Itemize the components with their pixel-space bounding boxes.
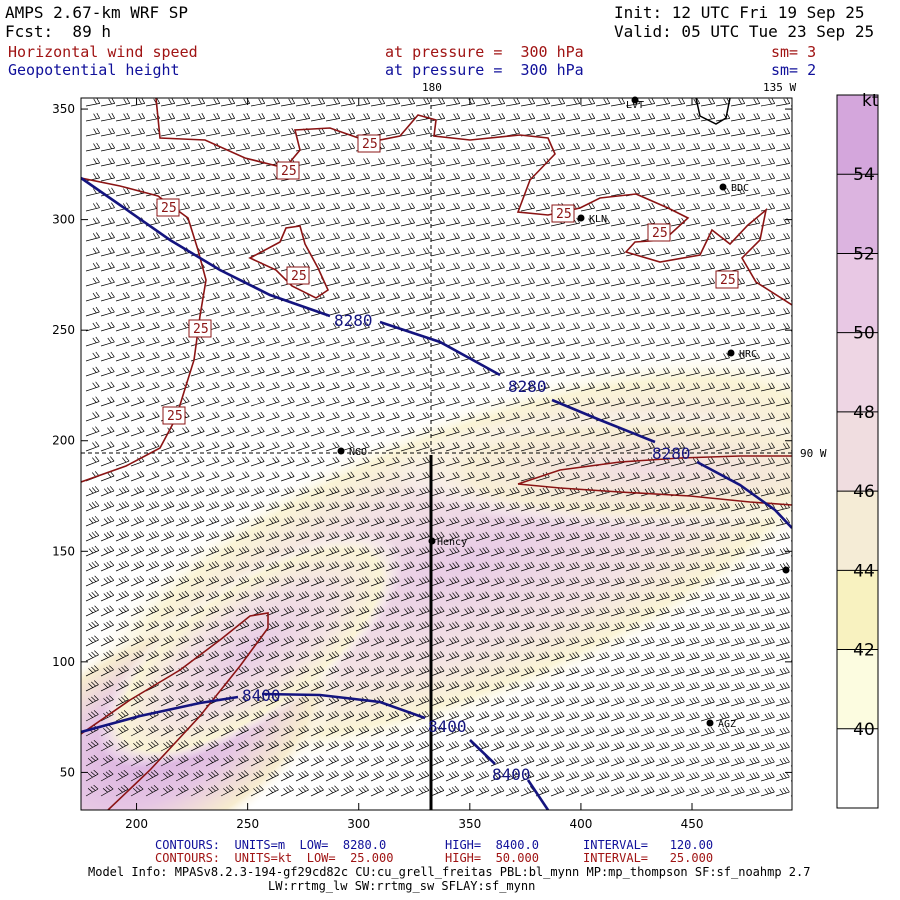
speed-label: 25 <box>167 409 183 424</box>
station-hrc: HRC <box>727 349 757 360</box>
footer-line1-mid: HIGH= 8400.0 <box>445 838 539 852</box>
colorbar-tick-label: 52 <box>853 244 875 264</box>
footer-line2-mid: HIGH= 50.000 <box>445 851 539 865</box>
speed-label: 25 <box>291 269 307 284</box>
plot-frame <box>80 97 793 811</box>
colorbar-tick-label: 50 <box>853 324 875 344</box>
station-kln: KLN <box>577 214 607 225</box>
field2-smoothing: sm= 2 <box>771 61 817 79</box>
colorbar-unit: kt <box>862 91 879 111</box>
field2-level: at pressure = 300 hPa <box>385 61 584 79</box>
colorbar-swatch <box>837 95 878 175</box>
model-title: AMPS 2.67-km WRF SP <box>5 3 189 22</box>
speed-label: 25 <box>556 207 572 222</box>
stations: LVT BDC KLN HRC NGO Hency AGZ <box>337 96 790 730</box>
station-edge <box>782 566 790 574</box>
x-tick-label: 450 <box>681 817 704 831</box>
colorbar: 40 42 44 46 48 50 52 54 <box>836 94 879 809</box>
init-time: Init: 12 UTC Fri 19 Sep 25 <box>614 3 865 22</box>
speed-label: 25 <box>193 322 209 337</box>
colorbar-swatch <box>837 570 878 650</box>
speed-label: 25 <box>161 201 177 216</box>
y-tick-label: 250 <box>52 323 75 337</box>
height-label: 8280 <box>334 311 373 330</box>
svg-text:NGO: NGO <box>349 447 367 458</box>
station-hency: Hency <box>428 537 467 548</box>
svg-text:KLN: KLN <box>589 214 607 225</box>
colorbar-swatch <box>837 728 878 808</box>
field1-name: Horizontal wind speed <box>8 43 198 61</box>
valid-time: Valid: 05 UTC Tue 23 Sep 25 <box>614 22 875 41</box>
colorbar-tick-label: 40 <box>853 720 875 740</box>
axes: 200 250 300 350 400 450 50 100 150 200 250 300 350 <box>52 98 792 831</box>
speed-label: 25 <box>652 226 668 241</box>
colorbar-tick-label: 42 <box>853 641 875 661</box>
coastline <box>695 98 731 125</box>
y-tick-label: 350 <box>52 102 75 116</box>
field1-level: at pressure = 300 hPa <box>385 43 584 61</box>
x-tick-label: 350 <box>458 817 481 831</box>
lon-label-180: 180 <box>422 81 442 94</box>
height-label: 8400 <box>492 765 531 784</box>
svg-text:LVT: LVT <box>626 100 644 111</box>
colorbar-swatch <box>837 411 878 492</box>
colorbar-tick-label: 48 <box>853 403 875 423</box>
x-tick-label: 200 <box>125 817 148 831</box>
svg-text:HRC: HRC <box>739 349 757 360</box>
wind-speed-shading <box>81 347 792 810</box>
svg-text:Hency: Hency <box>437 537 467 548</box>
footer-line2-left: CONTOURS: UNITS=kt LOW= 25.000 <box>155 851 394 865</box>
colorbar-tick-label: 46 <box>853 482 875 502</box>
colorbar-swatch <box>837 491 878 571</box>
x-tick-label: 250 <box>236 817 259 831</box>
y-tick-label: 150 <box>52 544 75 558</box>
colorbar-tick-label: 44 <box>853 561 875 581</box>
speed-label: 25 <box>362 137 378 152</box>
speed-label: 25 <box>720 273 736 288</box>
speed-label: 25 <box>281 164 297 179</box>
station-agz: AGZ <box>706 719 736 730</box>
lon-label-135w: 135 W <box>763 81 796 94</box>
height-label: 8280 <box>508 377 547 396</box>
x-tick-label: 400 <box>569 817 592 831</box>
colorbar-swatch <box>837 649 878 729</box>
wind-barb-field <box>85 98 792 797</box>
forecast-hour: Fcst: 89 h <box>5 22 111 41</box>
height-label: 8400 <box>242 686 281 705</box>
height-contour-labels: 8280 8280 8280 8400 8400 8400 <box>242 311 691 784</box>
field1-smoothing: sm= 3 <box>771 43 817 61</box>
y-tick-label: 100 <box>52 655 75 669</box>
colorbar-tick-label: 54 <box>853 165 875 185</box>
y-tick-label: 200 <box>52 434 75 448</box>
footer-line1-left: CONTOURS: UNITS=m LOW= 8280.0 <box>155 838 387 852</box>
wind-barbs <box>85 98 792 797</box>
speed-contour-labels: 25 25 25 25 25 25 25 25 25 <box>156 134 739 425</box>
station-ngo: NGO <box>337 447 367 458</box>
height-label: 8280 <box>652 444 691 463</box>
y-tick-label: 50 <box>60 765 75 779</box>
colorbar-swatch <box>837 332 878 412</box>
x-tick-label: 300 <box>347 817 370 831</box>
y-tick-label: 300 <box>52 213 75 227</box>
station-bdc: BDC <box>719 183 749 194</box>
footer-line1-right: INTERVAL= 120.00 <box>583 838 714 852</box>
svg-text:AGZ: AGZ <box>718 719 736 730</box>
speed-contours <box>81 98 792 810</box>
model-info: Model Info: MPASv8.2.3-194-gf29cd82c CU:… <box>88 865 811 879</box>
footer-line2-right: INTERVAL= 25.000 <box>583 851 714 865</box>
height-label: 8400 <box>428 717 467 736</box>
model-info-2: LW:rrtmg_lw SW:rrtmg_sw SFLAY:sf_mynn <box>268 879 536 893</box>
field2-name: Geopotential height <box>8 61 180 79</box>
lon-label-90w: 90 W <box>800 447 827 460</box>
height-contours <box>81 176 792 810</box>
svg-text:BDC: BDC <box>731 183 749 194</box>
colorbar-frame <box>836 94 879 809</box>
colorbar-swatch <box>837 174 878 254</box>
colorbar-swatch <box>837 253 878 333</box>
